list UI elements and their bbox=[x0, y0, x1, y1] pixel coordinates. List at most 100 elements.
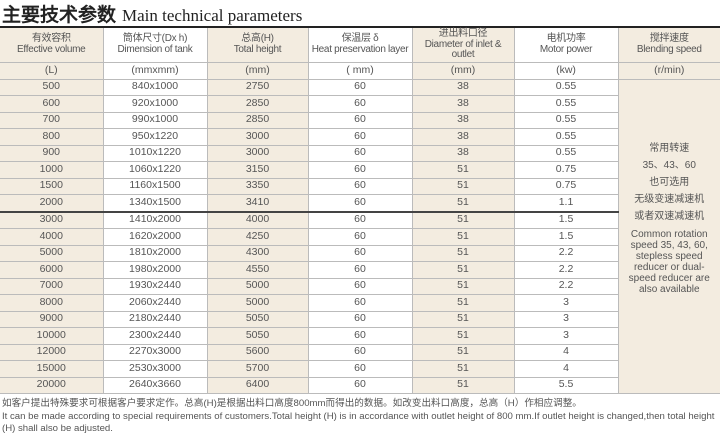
table-cell: 3000 bbox=[0, 211, 104, 229]
table-cell: 60 bbox=[307, 294, 413, 312]
table-cell: 2.2 bbox=[513, 277, 618, 295]
table-cell: 1500 bbox=[0, 177, 104, 195]
speed-note-line: 无级变速减速机 bbox=[634, 193, 705, 205]
header-en: Motor power bbox=[539, 43, 593, 55]
table-cell: 5000 bbox=[206, 294, 309, 312]
table-cell: 4000 bbox=[206, 211, 309, 229]
table-row: 1500 1160x1500 3350 60 51 0.75 bbox=[0, 177, 720, 195]
table-cell: 600 bbox=[0, 95, 104, 113]
table-cell: 51 bbox=[411, 376, 515, 394]
table-cell: 3150 bbox=[206, 161, 309, 179]
table-cell: 38 bbox=[411, 95, 515, 113]
title-en: Main technical parameters bbox=[122, 6, 303, 25]
speed-note-en: Common rotation speed 35, 43, 60, steple… bbox=[628, 228, 710, 295]
column-header: 筒体尺寸(Dx h) Dimension of tank bbox=[102, 26, 208, 63]
table-cell: 51 bbox=[411, 360, 515, 378]
table-cell: 51 bbox=[411, 211, 515, 229]
table-cell: 2270x3000 bbox=[102, 343, 208, 361]
table-cell: 20000 bbox=[0, 376, 104, 394]
table-cell: 60 bbox=[307, 111, 413, 129]
header-zh: 保温层 δ bbox=[341, 33, 379, 45]
table-cell: 2180x2440 bbox=[102, 310, 208, 328]
table-cell: 1930x2440 bbox=[102, 277, 208, 295]
table-cell: 1340x1500 bbox=[102, 194, 208, 213]
table-row: 900 1010x1220 3000 60 38 0.55 bbox=[0, 144, 720, 162]
table-cell: 2850 bbox=[206, 111, 309, 129]
table-cell: 2750 bbox=[206, 78, 309, 96]
table-row: 2000 1340x1500 3410 60 51 1.1 bbox=[0, 194, 720, 213]
speed-note-line: 常用转速 bbox=[649, 142, 690, 154]
table-cell: 0.55 bbox=[513, 111, 618, 129]
table-cell: 0.55 bbox=[513, 128, 618, 146]
table-cell: 1.1 bbox=[513, 194, 618, 213]
table-row: 1000 1060x1220 3150 60 51 0.75 bbox=[0, 161, 720, 179]
table-row: 4000 1620x2000 4250 60 51 1.5 bbox=[0, 228, 720, 246]
table-cell: 700 bbox=[0, 111, 104, 129]
header-en: Heat preservation layer bbox=[311, 43, 409, 55]
table-cell: 4 bbox=[513, 343, 618, 361]
page-title: 主要技术参数 Main technical parameters bbox=[0, 0, 720, 26]
table-cell: 12000 bbox=[0, 343, 104, 361]
table-cell: 5.5 bbox=[513, 376, 618, 394]
parameters-table: 有效容积 Effective volume 筒体尺寸(Dx h) Dimension … bbox=[0, 26, 720, 394]
table-cell: 5600 bbox=[206, 343, 309, 361]
table-cell: 2850 bbox=[206, 95, 309, 113]
header-en: Blending speed bbox=[636, 43, 702, 55]
table-cell: 0.75 bbox=[513, 177, 618, 195]
table-cell: 10000 bbox=[0, 327, 104, 345]
table-cell: 60 bbox=[307, 78, 413, 96]
header-en: Effective volume bbox=[17, 43, 86, 55]
table-cell: 840x1000 bbox=[102, 78, 208, 96]
table-cell: 990x1000 bbox=[102, 111, 208, 129]
table-cell: 5000 bbox=[0, 244, 104, 262]
table-row: 15000 2530x3000 5700 60 51 4 bbox=[0, 360, 720, 378]
header-zh: 有效容积 bbox=[31, 33, 71, 45]
table-cell: 3 bbox=[513, 327, 618, 345]
table-cell: 1000 bbox=[0, 161, 104, 179]
table-cell: 60 bbox=[307, 327, 413, 345]
table-cell: 60 bbox=[307, 128, 413, 146]
speed-note-line: 或者双速减速机 bbox=[634, 210, 705, 222]
table-cell: 7000 bbox=[0, 277, 104, 295]
table-cell: 51 bbox=[411, 327, 515, 345]
table-row: 800 950x1220 3000 60 38 0.55 bbox=[0, 128, 720, 146]
table-cell: 60 bbox=[307, 161, 413, 179]
table-row: 6000 1980x2000 4550 60 51 2.2 bbox=[0, 261, 720, 279]
table-cell: 60 bbox=[307, 376, 413, 394]
table-cell: 800 bbox=[0, 128, 104, 146]
table-cell: 3 bbox=[513, 294, 618, 312]
header-en: Total height bbox=[233, 43, 282, 55]
unit-cell: (mm) bbox=[411, 61, 515, 80]
table-cell: 6000 bbox=[0, 261, 104, 279]
table-row: 8000 2060x2440 5000 60 51 3 bbox=[0, 294, 720, 312]
table-cell: 2640x3660 bbox=[102, 376, 208, 394]
table-row: 12000 2270x3000 5600 60 51 4 bbox=[0, 343, 720, 361]
table-cell: 0.55 bbox=[513, 95, 618, 113]
table-cell: 1010x1220 bbox=[102, 144, 208, 162]
table-cell: 1620x2000 bbox=[102, 228, 208, 246]
table-cell: 51 bbox=[411, 194, 515, 213]
table-cell: 4 bbox=[513, 360, 618, 378]
table-cell: 4300 bbox=[206, 244, 309, 262]
table-cell: 4550 bbox=[206, 261, 309, 279]
table-cell: 51 bbox=[411, 343, 515, 361]
speed-note-line: 也可选用 bbox=[649, 176, 690, 188]
table-cell: 38 bbox=[411, 144, 515, 162]
header-en: Dimension of tank bbox=[117, 43, 193, 55]
table-cell: 1980x2000 bbox=[102, 261, 208, 279]
table-cell: 51 bbox=[411, 244, 515, 262]
table-cell: 2530x3000 bbox=[102, 360, 208, 378]
column-header: 电机功率 Motor power bbox=[513, 26, 619, 63]
unit-cell: (L) bbox=[0, 61, 104, 80]
table-cell: 2.2 bbox=[513, 244, 618, 262]
table-cell: 15000 bbox=[0, 360, 104, 378]
table-cell: 51 bbox=[411, 310, 515, 328]
column-header: 进出料口径 Diameter of inlet & outlet bbox=[411, 26, 515, 63]
speed-note-line: 35、43、60 bbox=[642, 159, 696, 171]
table-cell: 38 bbox=[411, 128, 515, 146]
table-cell: 51 bbox=[411, 294, 515, 312]
table-cell: 6400 bbox=[206, 376, 309, 394]
table-cell: 8000 bbox=[0, 294, 104, 312]
table-cell: 950x1220 bbox=[102, 128, 208, 146]
unit-cell: ( mm) bbox=[307, 61, 413, 80]
